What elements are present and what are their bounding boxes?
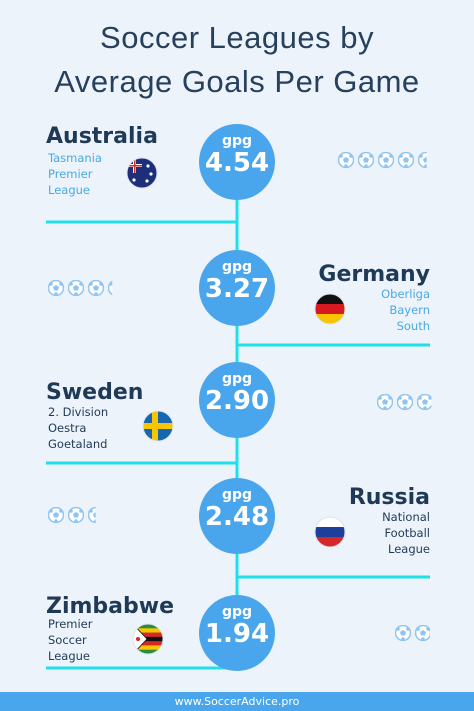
gpg-value: 1.94: [204, 619, 270, 649]
soccer-ball-icon: [415, 625, 431, 641]
gpg-unit: gpg: [221, 371, 253, 387]
soccer-ball-icon: [417, 394, 432, 410]
russia-flag-icon: [315, 517, 345, 547]
ball-icons-sweden: [377, 394, 432, 410]
country-label-germany: Germany: [318, 262, 430, 287]
gpg-bubble-germany: gpg 3.27: [199, 250, 275, 326]
title-line-1: Soccer Leagues by: [100, 20, 374, 55]
soccer-ball-icon: [48, 507, 64, 523]
soccer-ball-icon: [48, 280, 64, 296]
ball-icons-australia: [338, 152, 427, 168]
league-label-germany: Oberliga Bayern South: [330, 286, 430, 334]
ball-icons-germany: [48, 280, 113, 296]
flag-ring: [126, 157, 158, 189]
soccer-ball-icon: [108, 280, 113, 296]
league-line: Premier: [48, 167, 93, 181]
gpg-bubble-australia: gpg 4.54: [199, 124, 275, 200]
soccer-ball-icon: [68, 507, 84, 523]
gpg-bubble-sweden: gpg 2.90: [199, 362, 275, 438]
league-line: Football: [384, 526, 430, 540]
league-label-russia: National Football League: [330, 509, 430, 557]
sweden-flag-icon: [143, 411, 173, 441]
league-line: National: [382, 510, 430, 524]
ball-icons-zimbabwe: [395, 625, 431, 641]
flag-ring: [314, 293, 346, 325]
soccer-ball-icon: [418, 152, 427, 168]
gpg-value: 3.27: [204, 274, 270, 304]
chart-title: Soccer Leagues by Average Goals Per Game: [0, 16, 474, 104]
league-line: Soccer: [48, 633, 87, 647]
gpg-value: 2.90: [204, 386, 270, 416]
germany-flag-icon: [315, 294, 345, 324]
league-line: Tasmania: [48, 151, 102, 165]
league-line: Goetaland: [48, 437, 108, 451]
gpg-bubble-zimbabwe: gpg 1.94: [199, 595, 275, 671]
country-label-australia: Australia: [46, 124, 158, 149]
country-label-zimbabwe: Zimbabwe: [46, 594, 175, 619]
soccer-ball-icon: [397, 394, 413, 410]
flag-ring: [314, 516, 346, 548]
league-line: 2. Division: [48, 405, 109, 419]
league-line: League: [48, 183, 90, 197]
gpg-bubble-russia: gpg 2.48: [199, 478, 275, 554]
zimbabwe-flag-icon: [133, 624, 163, 654]
soccer-ball-icon: [358, 152, 374, 168]
country-label-sweden: Sweden: [46, 380, 144, 405]
soccer-ball-icon: [88, 507, 96, 523]
league-line: League: [388, 542, 430, 556]
country-label-russia: Russia: [348, 485, 430, 510]
soccer-ball-icon: [338, 152, 354, 168]
soccer-ball-icon: [68, 280, 84, 296]
flag-ring: [132, 623, 164, 655]
ball-icons-russia: [48, 507, 96, 523]
gpg-value: 4.54: [204, 148, 270, 178]
gpg-unit: gpg: [221, 604, 253, 620]
soccer-ball-icon: [88, 280, 104, 296]
gpg-unit: gpg: [221, 487, 253, 503]
soccer-ball-icon: [395, 625, 411, 641]
league-line: Oestra: [48, 421, 87, 435]
league-line: Premier: [48, 617, 93, 631]
league-line: Bayern: [389, 303, 430, 317]
title-line-2: Average Goals Per Game: [54, 64, 420, 99]
soccer-ball-icon: [378, 152, 394, 168]
league-label-sweden: 2. Division Oestra Goetaland: [48, 404, 108, 452]
league-line: South: [396, 319, 430, 333]
gpg-unit: gpg: [221, 133, 253, 149]
flag-ring: [142, 410, 174, 442]
footer-url[interactable]: www.SoccerAdvice.pro: [0, 692, 474, 711]
league-label-australia: Tasmania Premier League: [48, 150, 102, 198]
soccer-ball-icon: [377, 394, 393, 410]
gpg-value: 2.48: [204, 502, 270, 532]
league-label-zimbabwe: Premier Soccer League: [48, 616, 92, 664]
gpg-unit: gpg: [221, 259, 253, 275]
soccer-ball-icon: [398, 152, 414, 168]
league-line: Oberliga: [381, 287, 430, 301]
league-line: League: [48, 649, 90, 663]
australia-flag-icon: [127, 158, 157, 188]
